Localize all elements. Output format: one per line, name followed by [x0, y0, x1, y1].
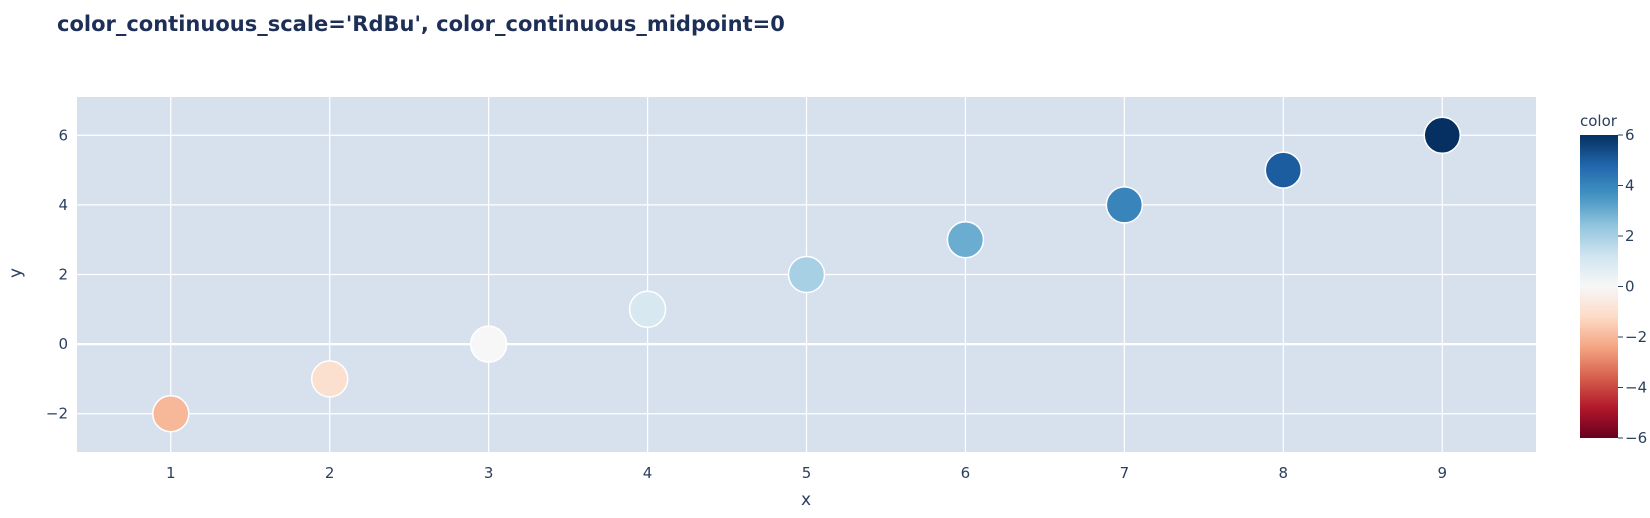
- x-tick-label: 6: [961, 464, 971, 482]
- x-tick-label: 1: [166, 464, 176, 482]
- colorbar: [1580, 135, 1618, 438]
- y-tick-label: 0: [58, 335, 68, 353]
- data-point: [1105, 186, 1144, 224]
- chart-title: color_continuous_scale='RdBu', color_con…: [57, 12, 785, 36]
- colorbar-tick-label: 2: [1625, 227, 1635, 245]
- data-point: [628, 290, 667, 329]
- x-axis-title: x: [801, 490, 811, 510]
- x-tick-label: 4: [643, 464, 653, 482]
- data-point: [1264, 151, 1303, 189]
- colorbar-title: color: [1580, 112, 1618, 130]
- x-tick-label: 3: [484, 464, 494, 482]
- data-point: [152, 394, 190, 433]
- y-tick-label: 4: [58, 196, 68, 214]
- y-axis-title: y: [6, 268, 26, 278]
- x-tick-label: 2: [325, 464, 335, 482]
- data-point: [310, 360, 349, 398]
- x-tick-label: 5: [802, 464, 812, 482]
- x-tick-label: 8: [1279, 464, 1289, 482]
- colorbar-tick-label: −6: [1625, 429, 1647, 447]
- colorbar-tick-label: −4: [1625, 379, 1647, 397]
- colorbar-tick-label: −2: [1625, 328, 1647, 346]
- colorbar-tick-label: 4: [1625, 177, 1635, 195]
- data-point: [787, 255, 826, 294]
- data-point: [946, 220, 985, 259]
- colorbar-tick-label: 0: [1625, 278, 1635, 296]
- y-axis-ticks: −2 0 2 4 6: [46, 126, 68, 422]
- y-tick-label: 2: [58, 266, 68, 284]
- data-points: [152, 116, 1461, 433]
- y-tick-label: −2: [46, 405, 68, 423]
- colorbar-tick-label: 6: [1625, 126, 1635, 144]
- y-tick-label: 6: [58, 126, 68, 144]
- x-tick-label: 7: [1120, 464, 1130, 482]
- x-tick-label: 9: [1437, 464, 1447, 482]
- data-point: [1423, 116, 1461, 155]
- x-axis-ticks: 1 2 3 4 5 6 7 8 9: [166, 464, 1447, 482]
- data-point: [469, 325, 508, 363]
- colorbar-ticks: 6 4 2 0 −2 −4 −6: [1618, 126, 1647, 447]
